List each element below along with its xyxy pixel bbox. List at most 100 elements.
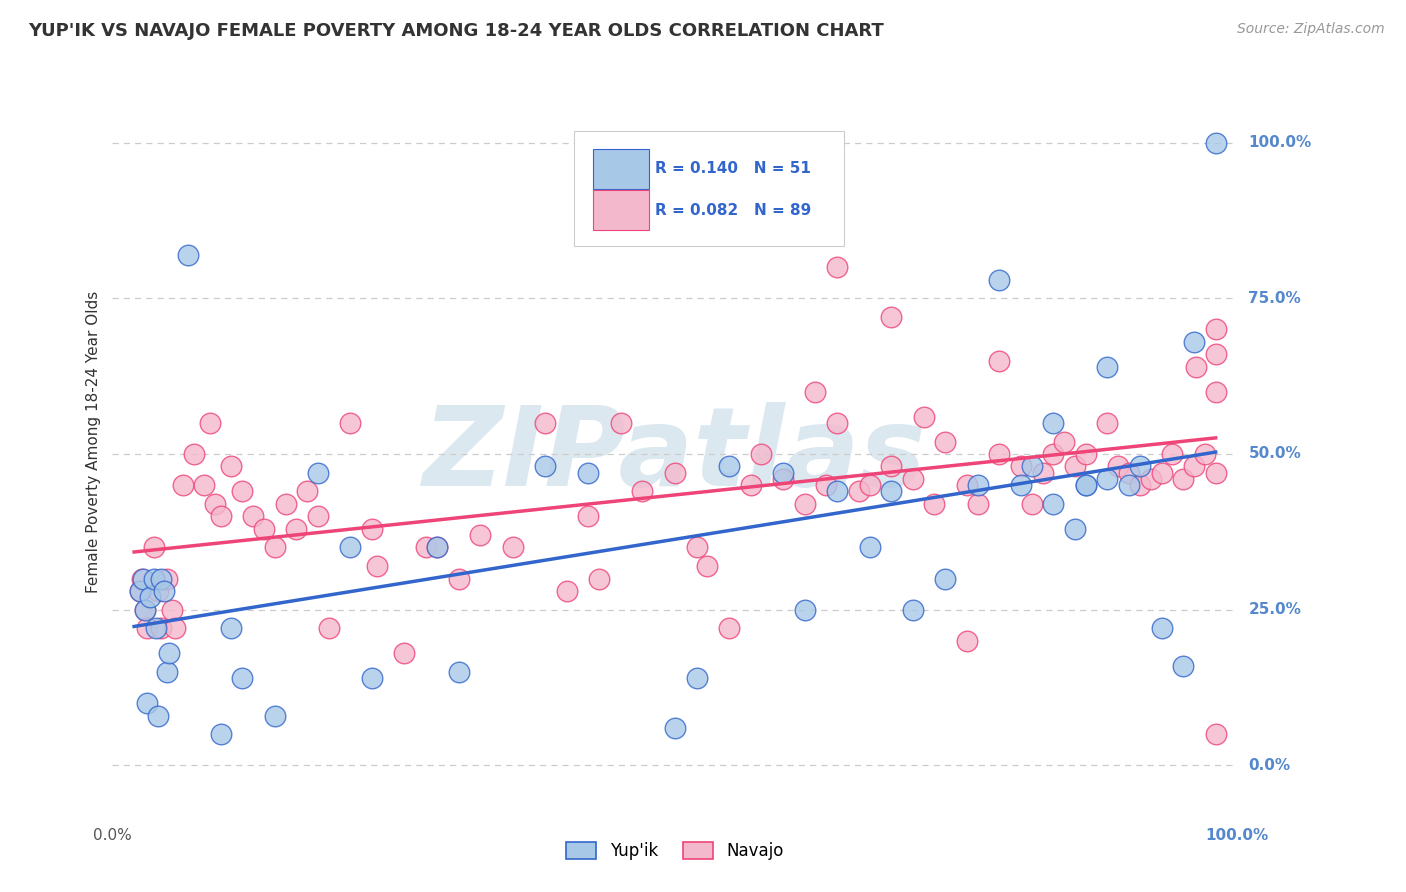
Point [193,478,215,492]
Point [146,708,169,723]
Point [136,696,159,710]
Point [934,572,956,586]
Point [1118,466,1140,480]
Point [685,671,707,685]
Point [1139,472,1161,486]
Point [1205,322,1227,336]
Point [1074,447,1097,461]
Point [134,603,156,617]
Point [150,621,173,635]
Point [1097,359,1119,374]
Point [285,522,308,536]
Point [157,646,180,660]
Point [1074,478,1097,492]
Text: R = 0.082   N = 89: R = 0.082 N = 89 [655,202,811,218]
Point [848,484,870,499]
Point [696,559,718,574]
Point [204,497,226,511]
Point [136,621,159,635]
Point [253,522,276,536]
Point [209,509,232,524]
Point [155,665,177,679]
Point [740,478,762,492]
Point [242,509,264,524]
Point [142,572,165,586]
Point [426,541,449,555]
Text: 75.0%: 75.0% [1249,291,1301,306]
Point [366,559,388,574]
Point [717,621,740,635]
Point [966,478,988,492]
Point [134,603,156,617]
Point [361,671,384,685]
Point [858,478,880,492]
Point [956,633,979,648]
Point [901,472,924,486]
Point [263,541,285,555]
Point [956,478,979,492]
Point [1010,459,1032,474]
Legend: Yup'ik, Navajo: Yup'ik, Navajo [560,835,790,867]
Point [150,572,173,586]
FancyBboxPatch shape [593,149,650,189]
Point [177,248,200,262]
Point [1205,727,1227,741]
Point [924,497,946,511]
Text: 50.0%: 50.0% [1249,447,1301,461]
FancyBboxPatch shape [574,131,844,246]
Point [1205,347,1227,361]
Point [160,603,183,617]
Point [934,434,956,449]
Point [1150,621,1173,635]
Point [793,497,815,511]
Point [1032,466,1054,480]
Point [576,466,599,480]
Point [588,572,610,586]
Point [307,509,329,524]
Point [415,541,437,555]
Point [447,572,470,586]
Point [804,136,827,150]
Point [131,572,153,586]
Point [155,572,177,586]
Point [295,484,318,499]
Point [153,584,176,599]
Point [1182,459,1205,474]
Point [772,466,794,480]
Point [1042,447,1064,461]
Point [664,721,686,735]
Point [825,484,848,499]
Point [1097,416,1119,430]
Point [231,484,253,499]
Point [858,541,880,555]
Point [880,459,903,474]
Point [1161,447,1184,461]
Point [717,459,740,474]
Point [1173,472,1195,486]
Point [751,447,773,461]
Point [880,310,903,324]
Point [901,603,924,617]
Point [1185,359,1208,374]
Point [1173,658,1195,673]
Point [307,466,329,480]
Text: R = 0.140   N = 51: R = 0.140 N = 51 [655,161,810,176]
Point [1150,466,1173,480]
Point [576,509,599,524]
Text: YUP'IK VS NAVAJO FEMALE POVERTY AMONG 18-24 YEAR OLDS CORRELATION CHART: YUP'IK VS NAVAJO FEMALE POVERTY AMONG 18… [28,22,884,40]
Point [221,621,243,635]
FancyBboxPatch shape [593,190,650,230]
Point [1021,459,1043,474]
Point [1021,497,1043,511]
Point [172,478,194,492]
Point [1182,334,1205,349]
Point [825,260,848,274]
Point [139,591,162,605]
Point [1118,478,1140,492]
Point [1010,478,1032,492]
Point [1053,434,1076,449]
Point [631,484,654,499]
Point [1042,497,1064,511]
Point [394,646,416,660]
Point [447,665,470,679]
